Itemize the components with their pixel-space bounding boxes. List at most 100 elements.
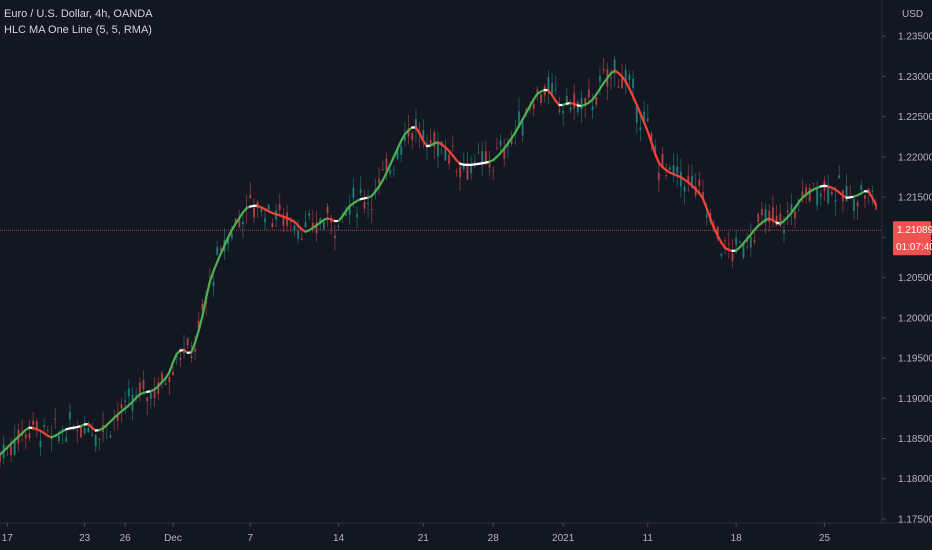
time-axis[interactable]: 17 23 26 Dec 7 14 21 28 2021 11 18 25 bbox=[2, 523, 831, 544]
ma-segment bbox=[414, 126, 421, 135]
candle-body bbox=[157, 382, 160, 394]
candle-body bbox=[863, 195, 866, 199]
candle-body bbox=[731, 253, 734, 261]
x-tick-label: 7 bbox=[248, 533, 254, 544]
candle-body bbox=[665, 175, 668, 176]
candle-body bbox=[216, 247, 219, 255]
ma-segment bbox=[624, 80, 631, 90]
x-tick-label: Dec bbox=[164, 533, 182, 544]
ma-segment bbox=[643, 121, 649, 133]
candle-body bbox=[135, 394, 138, 396]
candle-body bbox=[356, 213, 359, 218]
candle-body bbox=[812, 183, 815, 185]
candle-body bbox=[263, 218, 267, 223]
candle-body bbox=[771, 207, 774, 223]
candle-body bbox=[775, 215, 778, 226]
candle-body bbox=[149, 392, 152, 399]
candle-body bbox=[444, 148, 447, 161]
y-tick-label: 1.19000 bbox=[898, 394, 932, 405]
candle-body bbox=[212, 281, 215, 286]
candle-body bbox=[672, 165, 675, 175]
candle-body bbox=[499, 140, 502, 146]
candle-body bbox=[573, 93, 576, 109]
y-tick-label: 1.23000 bbox=[898, 72, 932, 83]
candle-body bbox=[720, 253, 723, 256]
candle-body bbox=[91, 434, 94, 436]
ma-segment bbox=[341, 209, 348, 218]
ma-segment bbox=[705, 207, 712, 220]
candle-body bbox=[28, 433, 31, 439]
candle-body bbox=[529, 108, 532, 110]
candle-body bbox=[466, 163, 469, 180]
ma-segment bbox=[628, 87, 635, 98]
candle-body bbox=[477, 152, 480, 154]
ma-segment bbox=[400, 133, 406, 142]
candle-body bbox=[171, 372, 175, 376]
candle-body bbox=[436, 143, 440, 157]
candle-body bbox=[782, 230, 785, 234]
y-tick-label: 1.22000 bbox=[898, 152, 932, 163]
symbol-title[interactable]: Euro / U.S. Dollar, 4h, OANDA bbox=[4, 8, 153, 20]
candle-body bbox=[289, 220, 292, 222]
candle-body bbox=[473, 161, 476, 163]
candle-body bbox=[252, 207, 255, 218]
candle-body bbox=[617, 86, 620, 88]
ma-segment bbox=[631, 95, 638, 106]
candle-body bbox=[238, 219, 241, 228]
ma-segment bbox=[234, 216, 241, 225]
candle-body bbox=[230, 233, 233, 239]
candle-body bbox=[120, 404, 123, 409]
candle-body bbox=[455, 170, 458, 172]
candle-body bbox=[576, 101, 579, 112]
ma-segment bbox=[712, 227, 719, 237]
ma-segment bbox=[525, 104, 532, 114]
ma-segment bbox=[709, 217, 716, 230]
y-tick-label: 1.22500 bbox=[898, 112, 932, 123]
x-tick-label: 21 bbox=[418, 533, 430, 544]
candle-body bbox=[43, 425, 46, 428]
candle-body bbox=[639, 127, 642, 131]
candle-body bbox=[422, 129, 425, 139]
candle-body bbox=[333, 235, 336, 238]
candle-body bbox=[819, 193, 822, 197]
candle-body bbox=[142, 380, 145, 390]
candle-body bbox=[827, 188, 830, 203]
currency-label[interactable]: USD bbox=[902, 9, 923, 20]
candle-body bbox=[628, 74, 631, 80]
candle-body bbox=[433, 132, 436, 148]
candle-body bbox=[124, 400, 127, 403]
candle-body bbox=[867, 188, 870, 192]
ma-segment bbox=[230, 222, 237, 232]
candle-body bbox=[392, 169, 395, 171]
candle-body bbox=[396, 148, 399, 160]
candle-body bbox=[440, 141, 443, 145]
candle-body bbox=[197, 320, 200, 329]
candle-body bbox=[300, 238, 303, 240]
candle-body bbox=[650, 133, 653, 143]
candle-body bbox=[297, 230, 300, 239]
bar-countdown: 01:07:40 bbox=[896, 242, 932, 253]
candle-body bbox=[643, 111, 646, 122]
ma-segment bbox=[701, 197, 708, 210]
candle-body bbox=[510, 137, 513, 145]
candle-body bbox=[403, 136, 406, 141]
ma-segment bbox=[418, 132, 425, 143]
candle-body bbox=[801, 191, 804, 199]
candle-body bbox=[609, 77, 613, 79]
ma-segment bbox=[201, 296, 208, 318]
candle-body bbox=[532, 103, 535, 109]
indicator-title[interactable]: HLC MA One Line (5, 5, RMA) bbox=[4, 24, 152, 36]
y-tick-label: 1.20500 bbox=[898, 273, 932, 284]
y-tick-label: 1.17500 bbox=[898, 514, 932, 525]
candle-body bbox=[116, 415, 119, 421]
last-price-value: 1.21089 bbox=[897, 225, 932, 236]
candle-body bbox=[54, 418, 57, 420]
candle-body bbox=[400, 146, 403, 155]
candle-body bbox=[554, 89, 557, 91]
ma-segment bbox=[190, 341, 197, 354]
candle-body bbox=[621, 76, 624, 89]
candle-body bbox=[367, 203, 370, 205]
candle-body bbox=[646, 118, 649, 122]
candle-body bbox=[326, 206, 329, 214]
